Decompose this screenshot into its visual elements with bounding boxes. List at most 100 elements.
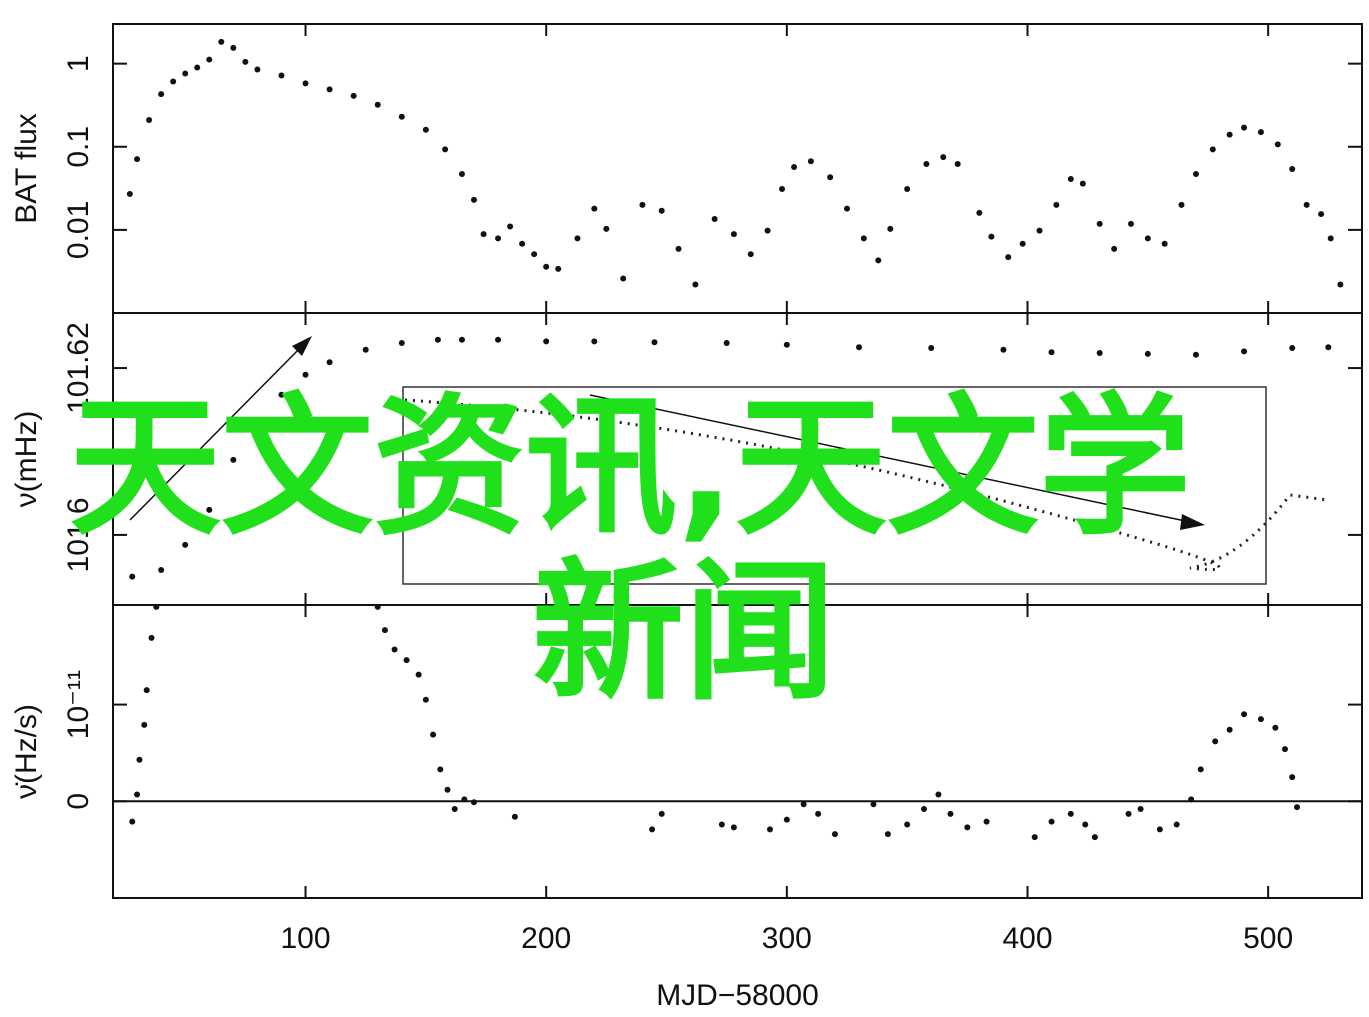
arrow-head	[1180, 514, 1205, 530]
point	[451, 806, 458, 813]
point	[904, 821, 911, 828]
point	[1079, 180, 1086, 187]
point	[381, 627, 388, 634]
point	[827, 174, 834, 181]
point	[461, 796, 468, 803]
point	[1289, 166, 1296, 173]
point	[1127, 220, 1134, 227]
panel-frame	[112, 604, 1363, 899]
point	[954, 161, 961, 168]
point	[1067, 810, 1074, 817]
point	[422, 696, 429, 703]
point	[437, 766, 444, 773]
point	[766, 826, 773, 833]
point	[543, 338, 550, 345]
point	[791, 164, 798, 171]
y-tick-label: 0.01	[62, 201, 95, 259]
arrow	[129, 339, 309, 521]
point	[153, 605, 160, 610]
point	[1036, 227, 1043, 234]
point	[783, 816, 790, 823]
point	[170, 78, 177, 85]
point	[1048, 818, 1055, 825]
point	[783, 341, 790, 348]
arrow	[589, 394, 1191, 523]
point	[158, 566, 165, 573]
point	[1226, 131, 1233, 138]
point	[1241, 348, 1248, 355]
point	[983, 818, 990, 825]
point	[1111, 245, 1118, 252]
point	[470, 799, 477, 806]
point	[747, 251, 754, 258]
point	[422, 126, 429, 133]
point	[206, 56, 213, 63]
point	[1048, 349, 1055, 356]
point	[1197, 766, 1204, 773]
point	[1192, 171, 1199, 178]
point	[1212, 738, 1219, 745]
point	[129, 818, 136, 825]
point	[511, 813, 518, 820]
point	[326, 86, 333, 93]
point	[1289, 345, 1296, 352]
x-axis-label: MJD−58000	[656, 979, 819, 1012]
inset-frame	[402, 386, 1267, 585]
inset	[129, 336, 1329, 585]
point	[458, 171, 465, 178]
point	[591, 205, 598, 212]
points	[126, 38, 1344, 288]
point	[887, 225, 894, 232]
point	[1067, 175, 1074, 182]
point	[143, 687, 150, 694]
point	[574, 235, 581, 242]
x-tick-label: 400	[1002, 922, 1052, 955]
point	[651, 339, 658, 346]
point	[870, 801, 877, 808]
point	[415, 671, 422, 678]
point	[1241, 711, 1248, 718]
point	[591, 338, 598, 345]
point	[1096, 220, 1103, 227]
point	[815, 810, 822, 817]
point	[1274, 141, 1281, 148]
point	[779, 186, 786, 193]
point	[350, 92, 357, 99]
point	[254, 421, 261, 428]
point	[1178, 201, 1185, 208]
point	[507, 223, 514, 230]
point	[254, 66, 261, 73]
point	[923, 161, 930, 168]
point	[398, 113, 405, 120]
point	[403, 657, 410, 664]
point	[675, 245, 682, 252]
x-tick-label: 100	[280, 922, 330, 955]
point	[723, 340, 730, 347]
point	[182, 541, 189, 548]
panel-frame	[112, 23, 1363, 314]
point	[470, 196, 477, 203]
point	[860, 235, 867, 242]
point	[206, 506, 213, 513]
point	[1209, 146, 1216, 153]
point	[302, 371, 309, 378]
panel: 100 200 300 400 500 0 10⁻¹¹ ν̇(Hz/s) MJD−58000	[10, 604, 1363, 1012]
point	[730, 824, 737, 831]
y-axis-label: ν(mHz)	[10, 411, 43, 508]
point	[146, 116, 153, 123]
point	[480, 231, 487, 238]
point	[136, 756, 143, 763]
point	[391, 646, 398, 653]
point	[658, 207, 665, 214]
point	[1137, 806, 1144, 813]
point	[442, 146, 449, 153]
point	[1241, 124, 1248, 131]
y-tick-label: 101.62	[62, 322, 95, 414]
point	[807, 158, 814, 165]
point	[976, 209, 983, 216]
point	[362, 346, 369, 353]
point	[764, 227, 771, 234]
point	[856, 344, 863, 351]
